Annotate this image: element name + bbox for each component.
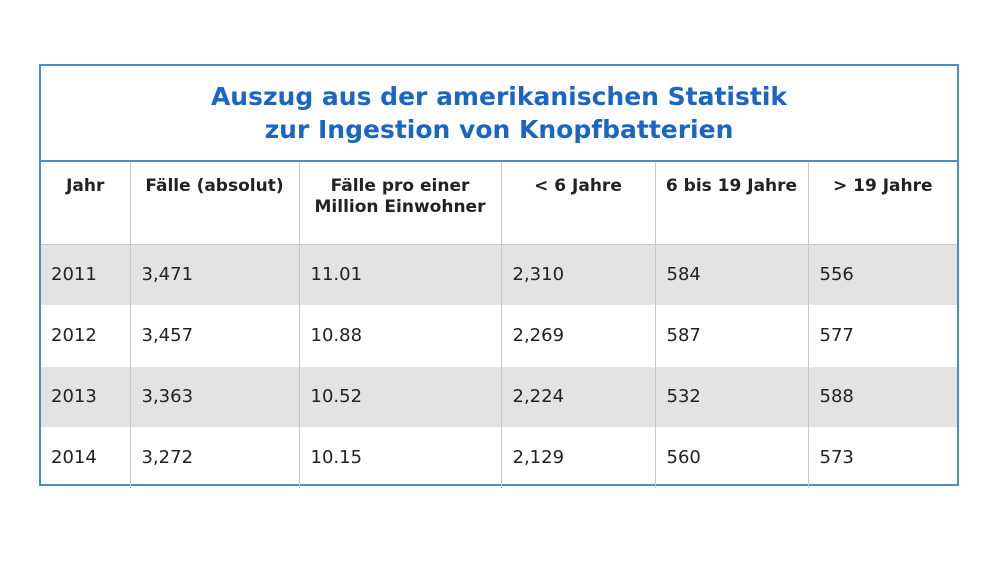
- cell-cases-per-million: 10.15: [298, 426, 501, 488]
- cell-over-19: 556: [807, 243, 957, 305]
- cell-year: 2014: [41, 426, 130, 488]
- cell-cases-absolute: 3,457: [129, 304, 299, 366]
- cell-cases-per-million: 11.01: [298, 243, 501, 305]
- cell-6-to-19: 584: [654, 243, 808, 305]
- cell-over-19: 588: [807, 365, 957, 427]
- header-year: Jahr: [41, 162, 130, 245]
- cell-under-6: 2,224: [500, 365, 655, 427]
- cell-cases-absolute: 3,272: [129, 426, 299, 488]
- title-line-2: zur Ingestion von Knopfbatterien: [264, 115, 734, 144]
- header-cases-per-million: Fälle pro einer Million Einwohner: [298, 162, 501, 245]
- cell-year: 2012: [41, 304, 130, 366]
- header-under-6: < 6 Jahre: [500, 162, 655, 245]
- title-line-1: Auszug aus der amerikanischen Statistik: [210, 82, 788, 111]
- table-row: 2012 3,457 10.88 2,269 587 577: [41, 304, 957, 366]
- cell-cases-per-million: 10.52: [298, 365, 501, 427]
- statistics-table-frame: Auszug aus der amerikanischen Statistik …: [39, 64, 959, 488]
- header-over-19: > 19 Jahre: [807, 162, 957, 245]
- statistics-table: Jahr Fälle (absolut) Fälle pro einer Mil…: [41, 162, 957, 488]
- header-row: Jahr Fälle (absolut) Fälle pro einer Mil…: [41, 162, 957, 245]
- table-row: 2014 3,272 10.15 2,129 560 573: [41, 426, 957, 488]
- cell-over-19: 573: [807, 426, 957, 488]
- cell-under-6: 2,269: [500, 304, 655, 366]
- cell-year: 2011: [41, 243, 130, 305]
- header-6-to-19: 6 bis 19 Jahre: [654, 162, 808, 245]
- cell-cases-absolute: 3,363: [129, 365, 299, 427]
- table-row: 2013 3,363 10.52 2,224 532 588: [41, 365, 957, 427]
- cell-cases-absolute: 3,471: [129, 243, 299, 305]
- cell-6-to-19: 532: [654, 365, 808, 427]
- table-row: 2011 3,471 11.01 2,310 584 556: [41, 243, 957, 305]
- cell-under-6: 2,129: [500, 426, 655, 488]
- cell-cases-per-million: 10.88: [298, 304, 501, 366]
- cell-year: 2013: [41, 365, 130, 427]
- table-title: Auszug aus der amerikanischen Statistik …: [41, 66, 957, 162]
- cell-under-6: 2,310: [500, 243, 655, 305]
- cell-over-19: 577: [807, 304, 957, 366]
- header-cases-absolute: Fälle (absolut): [129, 162, 299, 245]
- cell-6-to-19: 560: [654, 426, 808, 488]
- cell-6-to-19: 587: [654, 304, 808, 366]
